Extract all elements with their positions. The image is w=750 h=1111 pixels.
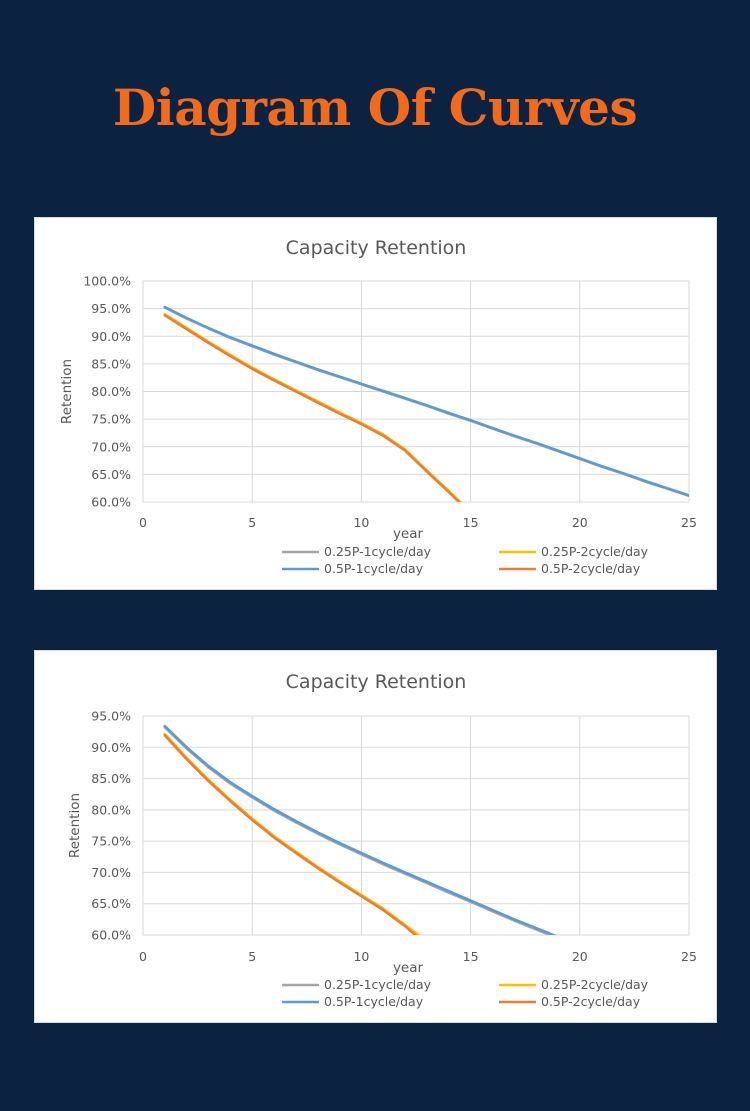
chart-1-series-group xyxy=(163,305,689,502)
chart-2-y-tick-label: 65.0% xyxy=(91,896,131,911)
chart-2-x-tick-label: 15 xyxy=(463,949,479,964)
chart-1-y-tick-label: 100.0% xyxy=(83,274,131,289)
chart-panel-2: Capacity Retention 60.0% 65.0% 70.0% 75.0% 80… xyxy=(34,650,717,1023)
chart-1-y-tick-label: 75.0% xyxy=(91,412,131,427)
chart-1-x-tick-label: 5 xyxy=(248,515,256,530)
chart-1-x-tick-label: 15 xyxy=(463,515,479,530)
chart-1-x-tick-label: 10 xyxy=(353,515,369,530)
chart-2-legend-label: 0.25P-1cycle/day xyxy=(324,977,432,992)
chart-2-svg: Capacity Retention 60.0% 65.0% 70.0% 75.0% 80… xyxy=(67,671,697,1009)
chart-2-series-line-4 xyxy=(163,734,418,935)
chart-2-x-tick-label: 0 xyxy=(139,949,147,964)
chart-panel-1: Capacity Retention 60.0% 65.0% 70.0% 75.0% 80… xyxy=(34,217,717,590)
chart-2-y-tick-label: 90.0% xyxy=(91,740,131,755)
chart-2-y-axis-label: Retention xyxy=(67,793,83,858)
chart-2-series-line-1 xyxy=(163,726,554,935)
chart-2-series-group xyxy=(163,724,557,935)
chart-2-legend-label: 0.5P-1cycle/day xyxy=(324,994,424,1009)
chart-1-x-tick-label: 20 xyxy=(572,515,588,530)
chart-2-x-tick-label: 5 xyxy=(248,949,256,964)
chart-1-x-axis-label: year xyxy=(393,526,424,542)
chart-1-y-tick-label: 95.0% xyxy=(91,301,131,316)
chart-1-legend-label: 0.25P-2cycle/day xyxy=(541,544,649,559)
chart-1-title: Capacity Retention xyxy=(286,237,467,259)
chart-1-series-line-4 xyxy=(163,314,461,502)
chart-1-x-tick-label: 0 xyxy=(139,515,147,530)
chart-2-y-tick-label: 85.0% xyxy=(91,771,131,786)
chart-1-y-axis-label: Retention xyxy=(59,359,75,424)
chart-2-title: Capacity Retention xyxy=(286,671,467,693)
chart-2-y-tick-label: 75.0% xyxy=(91,834,131,849)
page-title: Diagram Of Curves xyxy=(112,78,638,137)
chart-2-x-tick-label: 25 xyxy=(681,949,697,964)
chart-1-y-tick-label: 60.0% xyxy=(91,495,131,510)
chart-1-legend-label: 0.25P-1cycle/day xyxy=(324,544,432,559)
chart-1-y-tick-label: 90.0% xyxy=(91,329,131,344)
chart-1-y-tick-label: 65.0% xyxy=(91,467,131,482)
chart-2-series-line-3 xyxy=(163,724,557,935)
chart-1-x-tick-label: 25 xyxy=(681,515,697,530)
chart-2-y-tick-label: 80.0% xyxy=(91,802,131,817)
chart-2-legend-label: 0.25P-2cycle/day xyxy=(541,977,649,992)
chart-1-legend-label: 0.5P-2cycle/day xyxy=(541,561,641,576)
chart-2-legend-label: 0.5P-2cycle/day xyxy=(541,994,641,1009)
chart-2-y-tick-label: 70.0% xyxy=(91,865,131,880)
chart-2-x-tick-label: 20 xyxy=(572,949,588,964)
chart-2-y-tick-label: 95.0% xyxy=(91,709,131,724)
chart-1-y-tick-label: 70.0% xyxy=(91,439,131,454)
chart-2-series-line-2 xyxy=(163,732,421,935)
chart-1-svg: Capacity Retention 60.0% 65.0% 70.0% 75.0% 80… xyxy=(59,237,697,576)
chart-2-x-axis-label: year xyxy=(393,960,424,976)
chart-2-y-tick-label: 60.0% xyxy=(91,928,131,943)
chart-1-y-tick-label: 85.0% xyxy=(91,356,131,371)
chart-1-series-line-3 xyxy=(163,305,689,497)
chart-1-y-tick-label: 80.0% xyxy=(91,384,131,399)
chart-1-legend-label: 0.5P-1cycle/day xyxy=(324,561,424,576)
chart-2-x-tick-label: 10 xyxy=(353,949,369,964)
